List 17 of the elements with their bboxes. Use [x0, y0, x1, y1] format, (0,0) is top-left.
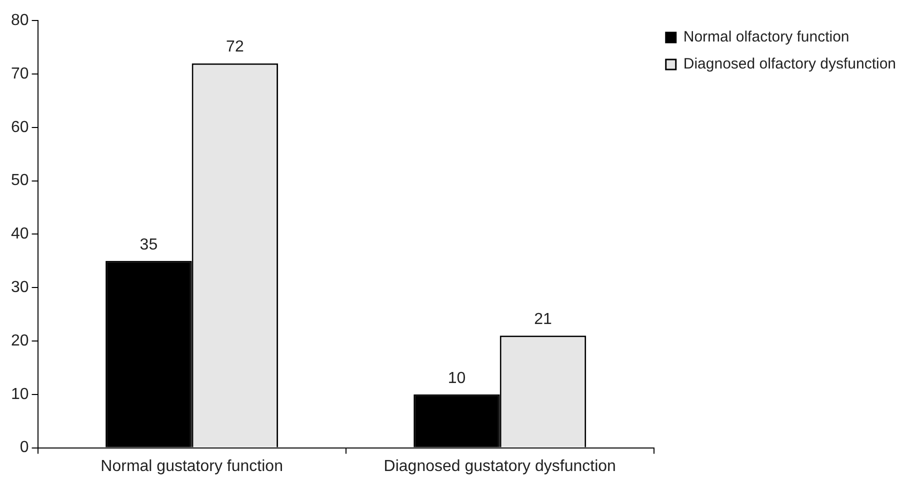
x-tick-label: Diagnosed gustatory dysfunction — [384, 458, 616, 475]
y-tick-label: 70 — [11, 65, 29, 82]
y-tick-label: 10 — [11, 386, 29, 403]
y-tick-label: 80 — [11, 12, 29, 30]
legend-label: Normal olfactory function — [683, 28, 850, 46]
x-tick-label: Normal gustatory function — [100, 458, 283, 475]
data-label: 72 — [226, 38, 244, 56]
y-tick-label: 30 — [11, 279, 29, 296]
y-tick-label: 20 — [11, 332, 29, 350]
y-tick-label: 0 — [20, 439, 29, 456]
data-label: 10 — [448, 370, 466, 387]
y-tick-label: 40 — [11, 226, 29, 243]
y-tick-label: 60 — [11, 118, 29, 136]
data-label: 21 — [534, 311, 552, 328]
y-tick-label: 50 — [11, 172, 29, 190]
legend-label: Diagnosed olfactory dysfunction — [683, 56, 896, 73]
data-label: 35 — [140, 236, 158, 254]
